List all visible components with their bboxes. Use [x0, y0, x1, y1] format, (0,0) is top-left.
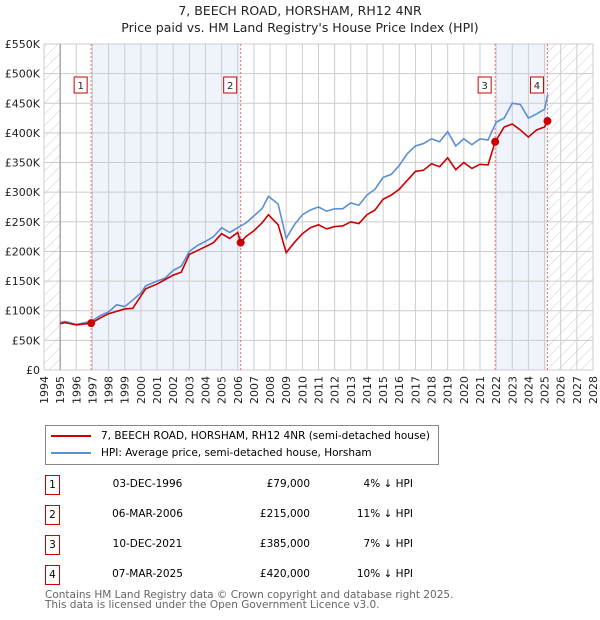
sale-hpi-diff: 4% ↓ HPI	[363, 478, 413, 490]
x-tick-label: 2005	[216, 376, 229, 404]
sale-price: £385,000	[259, 538, 310, 550]
property-price-line	[59, 120, 549, 326]
price-chart: 1994 1995 1996 1997 1998 1999 2000 2001 2002 2003…	[5, 38, 600, 404]
y-tick-label: £400K	[5, 127, 41, 140]
sale-number-badge: 1	[45, 475, 60, 495]
y-tick-label: £0	[26, 364, 40, 377]
x-tick-label: 2020	[458, 376, 471, 404]
x-tick-label: 2027	[571, 376, 584, 404]
sale-row: 3 10-DEC-2021 £385,000 7% ↓ HPI	[45, 535, 445, 555]
sale-marker-label: 3	[481, 81, 487, 92]
x-tick-label: 2006	[232, 376, 245, 404]
x-tick-label: 1996	[70, 376, 83, 404]
y-tick-label: £200K	[5, 245, 41, 258]
sale-hpi-diff: 11% ↓ HPI	[356, 508, 413, 520]
x-tick-label: 2011	[313, 376, 326, 404]
legend-label-hpi: HPI: Average price, semi-detached house,…	[101, 447, 372, 459]
x-tick-label: 2019	[442, 376, 455, 404]
x-tick-label: 2000	[135, 376, 148, 404]
footer: Contains HM Land Registry data © Crown c…	[45, 589, 454, 611]
sale-point	[87, 319, 96, 328]
x-tick-label: 1997	[86, 376, 99, 404]
footer-line: This data is licensed under the Open Gov…	[45, 599, 380, 611]
x-tick-label: 2014	[361, 376, 374, 404]
sale-number-badge: 3	[45, 535, 60, 555]
y-tick-label: £450K	[5, 97, 41, 110]
y-tick-label: £550K	[5, 38, 41, 51]
x-tick-label: 2008	[264, 376, 277, 404]
sale-marker-box	[223, 76, 238, 94]
x-tick-label: 2017	[409, 376, 422, 404]
x-tick-label: 2007	[248, 376, 261, 404]
y-tick-label: £500K	[5, 68, 41, 81]
x-tick-label: 2003	[183, 376, 196, 404]
x-tick-label: 2001	[151, 376, 164, 404]
sale-marker-box	[477, 76, 492, 94]
y-tick-label: £150K	[5, 275, 41, 288]
y-tick-label: £50K	[12, 334, 41, 347]
x-tick-label: 1994	[38, 376, 51, 404]
legend-swatch-property	[51, 435, 91, 437]
sale-date: 03-DEC-1996	[112, 478, 183, 490]
sale-date: 06-MAR-2006	[112, 508, 183, 520]
sale-marker-box	[529, 76, 544, 94]
sale-hpi-diff: 7% ↓ HPI	[363, 538, 413, 550]
y-tick-label: £250K	[5, 216, 41, 229]
x-tick-label: 2016	[393, 376, 406, 404]
footer-line: Contains HM Land Registry data © Crown c…	[45, 589, 454, 601]
x-tick-label: 2022	[490, 376, 503, 404]
x-tick-label: 1995	[54, 376, 67, 404]
x-tick-label: 2013	[345, 376, 358, 404]
sale-price: £420,000	[259, 568, 310, 580]
hpi-line	[59, 94, 549, 326]
sale-row: 4 07-MAR-2025 £420,000 10% ↓ HPI	[45, 565, 445, 585]
x-tick-label: 2018	[426, 376, 439, 404]
y-tick-label: £350K	[5, 157, 41, 170]
x-tick-label: 2015	[377, 376, 390, 404]
x-tick-label: 2010	[296, 376, 309, 404]
sale-number-badge: 4	[45, 565, 60, 585]
sale-point	[491, 137, 500, 146]
x-tick-label: 1998	[103, 376, 116, 404]
sale-date: 07-MAR-2025	[112, 568, 183, 580]
sale-row: 1 03-DEC-1996 £79,000 4% ↓ HPI	[45, 475, 445, 495]
hatched-region	[44, 44, 61, 370]
sale-point	[236, 238, 245, 247]
y-tick-label: £300K	[5, 186, 41, 199]
sale-price: £79,000	[266, 478, 310, 490]
legend: 7, BEECH ROAD, HORSHAM, RH12 4NR (semi-d…	[45, 425, 439, 465]
sale-number-badge: 2	[45, 505, 60, 525]
x-tick-label: 2025	[539, 376, 552, 404]
x-tick-label: 2026	[555, 376, 568, 404]
sale-marker-box	[73, 76, 88, 94]
x-tick-label: 2002	[167, 376, 180, 404]
chart-title: 7, BEECH ROAD, HORSHAM, RH12 4NR	[178, 3, 422, 18]
x-tick-label: 2012	[329, 376, 342, 404]
sale-marker-label: 4	[534, 81, 540, 92]
sale-hpi-diff: 10% ↓ HPI	[356, 568, 413, 580]
sale-point	[543, 117, 552, 126]
sale-date: 10-DEC-2021	[112, 538, 183, 550]
sale-marker-label: 2	[227, 81, 233, 92]
sale-price: £215,000	[259, 508, 310, 520]
x-tick-label: 2021	[474, 376, 487, 404]
sale-row: 2 06-MAR-2006 £215,000 11% ↓ HPI	[45, 505, 445, 525]
ownership-shaded-region	[495, 44, 548, 370]
y-tick-label: £100K	[5, 305, 41, 318]
sale-marker-label: 1	[77, 81, 83, 92]
x-tick-label: 1999	[119, 376, 132, 404]
legend-label-property: 7, BEECH ROAD, HORSHAM, RH12 4NR (semi-d…	[101, 430, 430, 442]
hatched-region	[547, 44, 593, 370]
x-tick-label: 2024	[522, 376, 535, 404]
legend-swatch-hpi	[51, 452, 91, 454]
x-tick-label: 2009	[280, 376, 293, 404]
x-tick-label: 2028	[587, 376, 600, 404]
x-tick-label: 2023	[506, 376, 519, 404]
chart-subtitle: Price paid vs. HM Land Registry's House …	[121, 20, 479, 35]
ownership-shaded-region	[91, 44, 241, 370]
x-tick-label: 2004	[199, 376, 212, 404]
